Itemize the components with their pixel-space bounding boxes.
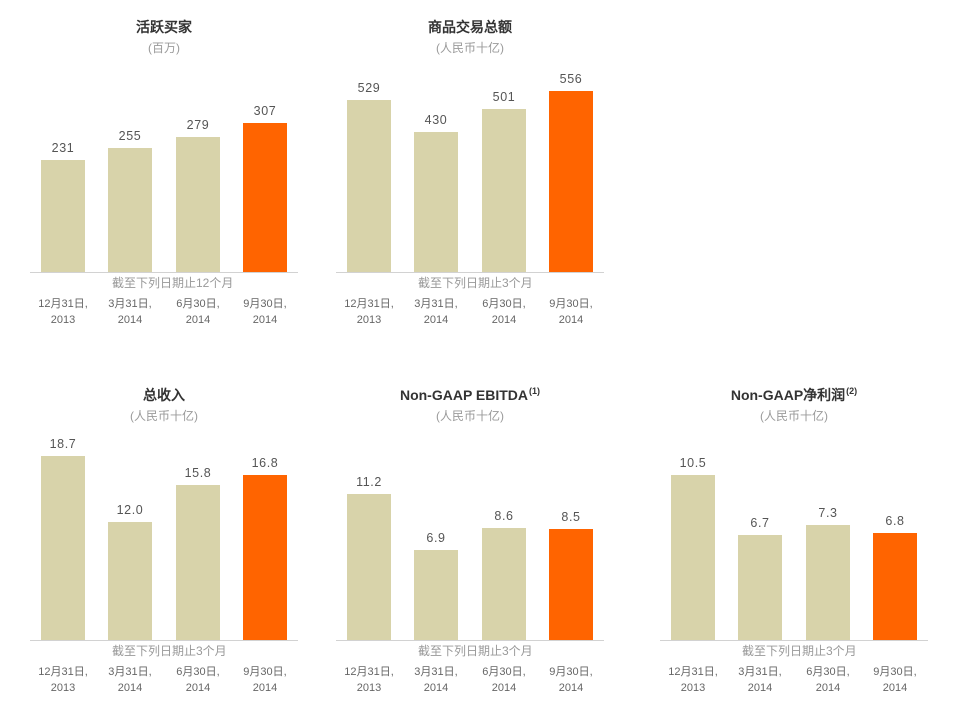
period-caption: 截至下列日期止3个月 [418, 644, 533, 658]
x-tick-label-1: 12月31日, 2013 [668, 666, 718, 694]
x-tick-label-4: 9月30日, 2014 [549, 666, 593, 694]
value-label-4: 556 [559, 72, 583, 86]
bar-2 [108, 148, 152, 272]
bar-1 [347, 100, 391, 272]
x-tick-label-1: 12月31日, 2013 [344, 666, 394, 694]
value-label-3: 279 [186, 118, 210, 132]
bar-3 [806, 525, 850, 640]
chart-baseline [336, 640, 604, 641]
period-caption: 截至下列日期止12个月 [112, 276, 234, 290]
non-gaap-net-income-chart: Non-GAAP净利润(2) (人民币十亿) 10.5 12月31日, 2013 6… [644, 368, 944, 708]
bar-4 [243, 123, 287, 272]
chart-title-text: 活跃买家 [136, 19, 192, 35]
chart-unit-subtitle: (人民币十亿) [760, 409, 828, 423]
value-label-4: 8.5 [561, 510, 581, 524]
chart-unit-subtitle: (人民币十亿) [436, 409, 504, 423]
bar-3 [482, 528, 526, 640]
x-tick-label-2: 3月31日, 2014 [414, 298, 458, 326]
active-buyers-chart: 活跃买家 (百万) 231 12月31日, 2013 255 3月31日, 2014 2… [14, 0, 314, 340]
x-tick-label-4: 9月30日, 2014 [873, 666, 917, 694]
chart-title: 商品交易总额 [320, 17, 620, 37]
chart-baseline [30, 272, 298, 273]
chart-title: 活跃买家 [14, 17, 314, 37]
value-label-1: 10.5 [679, 456, 707, 470]
bars-area: 529 12月31日, 2013 430 3月31日, 2014 501 6月30日, 2… [320, 0, 620, 340]
bars-area: 10.5 12月31日, 2013 6.7 3月31日, 2014 7.3 6月30日, … [644, 368, 944, 708]
chart-unit-subtitle: (人民币十亿) [436, 41, 504, 55]
footnote-marker: (1) [529, 386, 541, 397]
x-tick-label-2: 3月31日, 2014 [738, 666, 782, 694]
bar-2 [414, 132, 458, 272]
chart-title: Non-GAAP净利润(2) [644, 385, 944, 405]
x-tick-label-3: 6月30日, 2014 [176, 666, 220, 694]
x-tick-label-1: 12月31日, 2013 [38, 298, 88, 326]
bar-1 [347, 494, 391, 640]
x-tick-label-1: 12月31日, 2013 [344, 298, 394, 326]
bar-3 [482, 109, 526, 272]
period-caption: 截至下列日期止3个月 [742, 644, 857, 658]
value-label-1: 529 [357, 81, 381, 95]
non-gaap-ebitda-chart: Non-GAAP EBITDA(1) (人民币十亿) 11.2 12月31日, 2… [320, 368, 620, 708]
x-tick-label-3: 6月30日, 2014 [176, 298, 220, 326]
chart-title: Non-GAAP EBITDA(1) [320, 385, 620, 405]
bar-2 [108, 522, 152, 640]
bars-area: 18.7 12月31日, 2013 12.0 3月31日, 2014 15.8 6月30日… [14, 368, 314, 708]
chart-title: 总收入 [14, 385, 314, 405]
x-tick-label-4: 9月30日, 2014 [243, 666, 287, 694]
x-tick-label-3: 6月30日, 2014 [806, 666, 850, 694]
bar-1 [41, 456, 85, 640]
period-caption: 截至下列日期止3个月 [418, 276, 533, 290]
bar-3 [176, 485, 220, 640]
x-tick-label-2: 3月31日, 2014 [414, 666, 458, 694]
x-tick-label-2: 3月31日, 2014 [108, 666, 152, 694]
x-tick-label-3: 6月30日, 2014 [482, 666, 526, 694]
x-tick-label-2: 3月31日, 2014 [108, 298, 152, 326]
chart-baseline [336, 272, 604, 273]
value-label-2: 12.0 [116, 503, 144, 517]
chart-unit-subtitle: (人民币十亿) [130, 409, 198, 423]
x-tick-label-4: 9月30日, 2014 [243, 298, 287, 326]
value-label-3: 15.8 [184, 466, 212, 480]
value-label-1: 231 [51, 141, 75, 155]
value-label-2: 6.7 [750, 516, 770, 530]
value-label-4: 6.8 [885, 514, 905, 528]
bar-2 [738, 535, 782, 640]
chart-title-text: Non-GAAP净利润 [730, 387, 846, 403]
chart-title-text: 商品交易总额 [428, 19, 512, 35]
value-label-2: 430 [424, 113, 448, 127]
bars-area: 11.2 12月31日, 2013 6.9 3月31日, 2014 8.6 6月30日, … [320, 368, 620, 708]
value-label-1: 18.7 [49, 437, 77, 451]
chart-title-text: Non-GAAP EBITDA [399, 387, 529, 403]
value-label-2: 255 [118, 129, 142, 143]
x-tick-label-4: 9月30日, 2014 [549, 298, 593, 326]
value-label-2: 6.9 [426, 531, 446, 545]
value-label-3: 8.6 [494, 509, 514, 523]
bar-4 [243, 475, 287, 640]
bar-1 [671, 475, 715, 640]
bar-2 [414, 550, 458, 640]
value-label-4: 16.8 [251, 456, 279, 470]
period-caption: 截至下列日期止3个月 [112, 644, 227, 658]
x-tick-label-1: 12月31日, 2013 [38, 666, 88, 694]
footnote-marker: (2) [846, 386, 858, 397]
value-label-3: 501 [492, 90, 516, 104]
chart-title-text: 总收入 [143, 387, 185, 403]
value-label-1: 11.2 [356, 475, 382, 489]
bar-4 [549, 91, 593, 272]
chart-baseline [30, 640, 298, 641]
bar-4 [549, 529, 593, 640]
total-revenue-chart: 总收入 (人民币十亿) 18.7 12月31日, 2013 12.0 3月31日, 2… [14, 368, 314, 708]
value-label-3: 7.3 [818, 506, 838, 520]
chart-baseline [660, 640, 928, 641]
chart-unit-subtitle: (百万) [148, 41, 180, 55]
bar-1 [41, 160, 85, 272]
bar-4 [873, 533, 917, 640]
gmv-chart: 商品交易总额 (人民币十亿) 529 12月31日, 2013 430 3月31日, … [320, 0, 620, 340]
bars-area: 231 12月31日, 2013 255 3月31日, 2014 279 6月30日, 2… [14, 0, 314, 340]
value-label-4: 307 [253, 104, 277, 118]
x-tick-label-3: 6月30日, 2014 [482, 298, 526, 326]
bar-3 [176, 137, 220, 272]
